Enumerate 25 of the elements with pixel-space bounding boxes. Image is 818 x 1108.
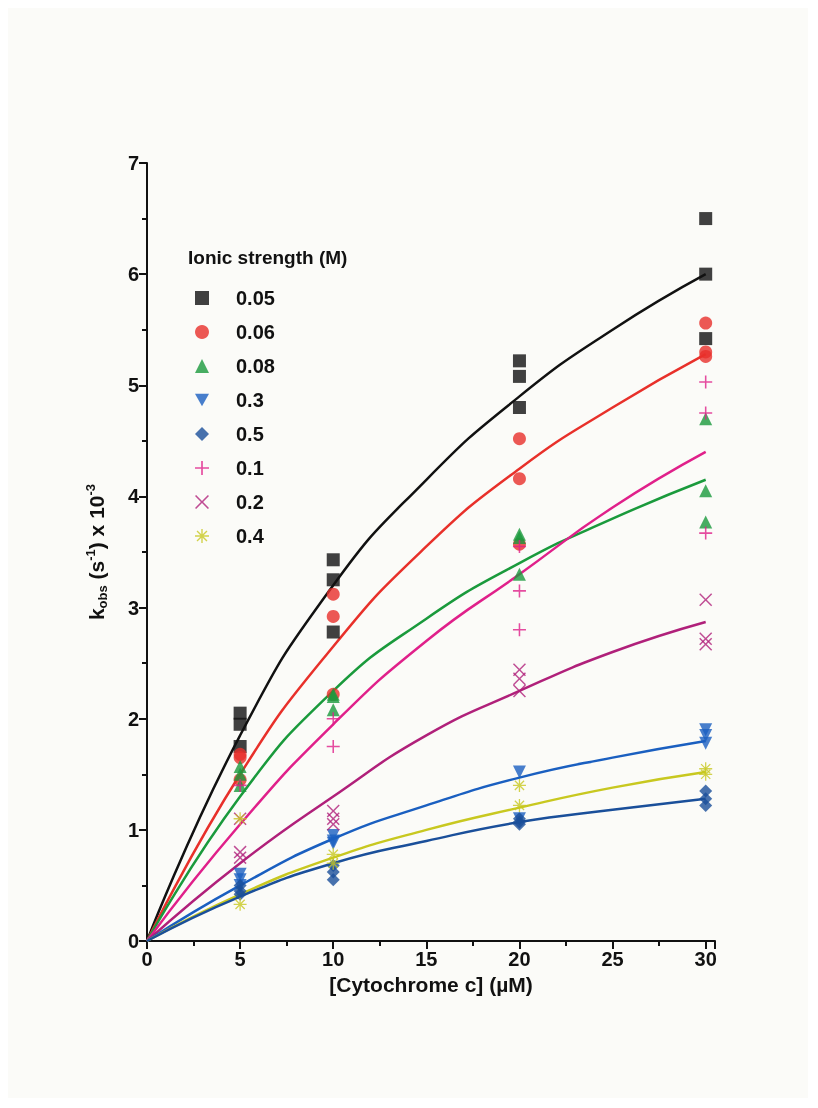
y-tick-label: 2 xyxy=(127,707,139,730)
y-tick-label: 5 xyxy=(127,374,139,397)
y-tick-label: 6 xyxy=(127,263,139,286)
legend-label: 0.1 xyxy=(236,457,264,479)
legend-title: Ionic strength (M) xyxy=(188,247,348,268)
legend-label: 0.5 xyxy=(236,423,264,445)
legend-label: 0.05 xyxy=(236,287,275,309)
x-tick-label: 25 xyxy=(601,948,624,970)
x-tick-label: 15 xyxy=(415,948,438,970)
y-tick-label: 1 xyxy=(127,818,139,841)
y-tick-label: 4 xyxy=(127,485,140,508)
legend-label: 0.06 xyxy=(236,321,275,343)
x-tick-label: 0 xyxy=(141,948,153,970)
y-tick-label: 7 xyxy=(127,152,139,174)
x-tick-label: 20 xyxy=(508,948,531,970)
legend-label: 0.08 xyxy=(236,355,275,377)
x-tick-label: 5 xyxy=(234,948,246,970)
x-axis-title: [Cytochrome c] (µM) xyxy=(329,972,533,996)
legend-label: 0.2 xyxy=(236,491,264,513)
legend-label: 0.3 xyxy=(236,389,264,411)
x-tick-label: 30 xyxy=(694,948,717,970)
y-tick-label: 0 xyxy=(127,930,139,952)
y-tick-label: 3 xyxy=(127,596,139,619)
legend-label: 0.4 xyxy=(236,525,265,547)
x-tick-label: 10 xyxy=(322,948,345,970)
